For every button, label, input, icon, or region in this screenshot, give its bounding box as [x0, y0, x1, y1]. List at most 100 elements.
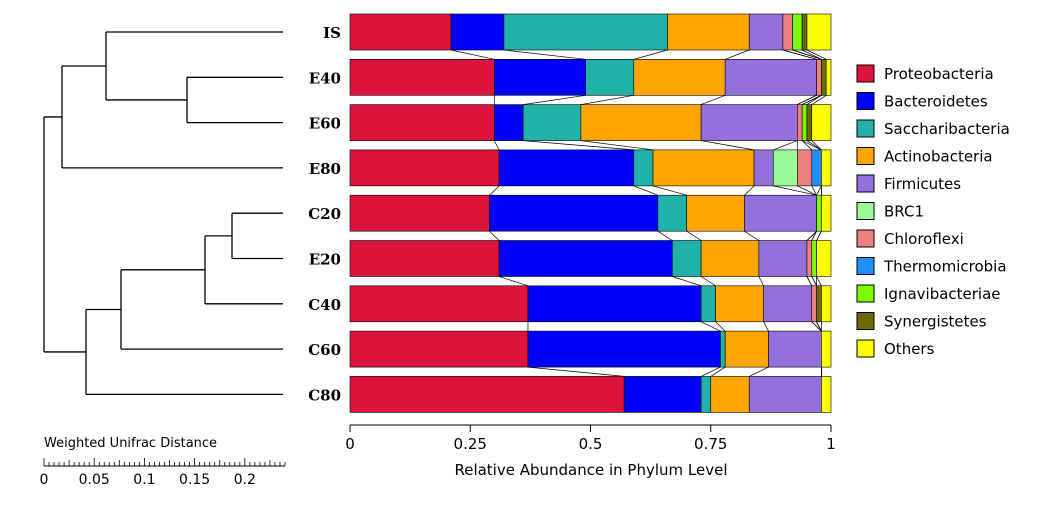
- bar-row-c40: [349, 285, 832, 323]
- bar-row-e60: [349, 104, 832, 141]
- bar-row-e40: [349, 58, 832, 96]
- sample-label-e60: E60: [309, 115, 341, 133]
- bar-segment-bacteroidetes: [623, 376, 702, 413]
- legend-label: Bacteroidetes: [884, 93, 988, 111]
- legend-swatch: [856, 202, 875, 220]
- connector-line: [499, 276, 529, 287]
- bar-segment-actinobacteria: [633, 58, 726, 96]
- bar-segment-proteobacteria: [349, 240, 500, 277]
- sample-label-c80: C80: [308, 386, 341, 404]
- connector-line: [700, 366, 721, 377]
- connector-line: [715, 321, 726, 332]
- bar-segment-proteobacteria: [349, 104, 495, 141]
- bar-segment-firmicutes: [758, 240, 808, 277]
- connector-line: [744, 185, 755, 196]
- connector-line: [633, 49, 668, 60]
- bar-row-c80: [349, 376, 832, 413]
- connector-line: [797, 94, 817, 105]
- legend-item-chloroflexi: Chloroflexi: [856, 229, 964, 248]
- bar-segment-actinobacteria: [580, 104, 702, 141]
- bar-segment-firmicutes: [744, 194, 817, 232]
- bar-segment-others: [825, 58, 832, 96]
- legend-label: Actinobacteria: [884, 148, 993, 166]
- legend-label: BRC1: [884, 203, 924, 221]
- connector-line: [816, 276, 822, 286]
- connector-line: [758, 276, 764, 286]
- scale-bar-tick-label: 0: [40, 472, 49, 488]
- connector-line: [701, 140, 755, 151]
- legend-item-others: Others: [856, 339, 935, 358]
- bar-row-e80: [349, 149, 832, 187]
- legend-item-brc1: BRC1: [856, 202, 924, 221]
- connector-line: [811, 185, 817, 196]
- bar-segment-firmicutes: [748, 13, 784, 51]
- connector-line: [773, 185, 817, 196]
- connector-line: [801, 140, 822, 151]
- legend-item-thermomicrobia: Thermomicrobia: [856, 257, 1007, 276]
- bar-segment-others: [821, 149, 832, 187]
- scale-bar-tick-label: 0.2: [234, 472, 256, 488]
- legend-swatch: [856, 119, 875, 138]
- bar-segment-proteobacteria: [349, 149, 500, 187]
- bar-segment-proteobacteria: [349, 285, 529, 323]
- connector-line: [580, 140, 654, 151]
- legend-swatch: [856, 92, 875, 110]
- bar-segment-others: [811, 104, 832, 141]
- legend-swatch: [856, 257, 875, 275]
- bar-segment-thermomicrobia: [811, 149, 822, 187]
- bar-segment-actinobacteria: [724, 330, 769, 368]
- bar-segment-others: [821, 285, 832, 323]
- connector-line: [657, 230, 673, 241]
- scale-bar-title: Weighted Unifrac Distance: [44, 436, 217, 451]
- connector-line: [710, 366, 726, 377]
- connector-line: [725, 49, 750, 60]
- sample-label-c60: C60: [308, 341, 341, 359]
- x-tick-label: 1: [826, 435, 836, 453]
- bar-segment-bacteroidetes: [489, 194, 659, 232]
- scale-bar-tick-label: 0.05: [79, 472, 110, 488]
- bar-segment-proteobacteria: [349, 194, 490, 232]
- bar-segment-proteobacteria: [349, 13, 452, 51]
- bar-segment-actinobacteria: [700, 240, 760, 277]
- connector-line: [523, 140, 634, 151]
- x-tick-label: 0: [345, 435, 355, 453]
- connector-line: [489, 230, 500, 241]
- connector-line: [744, 230, 760, 241]
- bar-segment-bacteroidetes: [493, 58, 586, 96]
- bar-segment-bacteroidetes: [527, 285, 702, 323]
- bar-segment-firmicutes: [724, 58, 817, 96]
- connector-line: [523, 94, 586, 105]
- connector-line: [806, 230, 817, 241]
- legend-swatch: [856, 147, 875, 165]
- bar-segment-actinobacteria: [710, 376, 750, 413]
- x-axis: Relative Abundance in Phylum Level 0 0.25…: [345, 424, 836, 479]
- bar-segment-saccharibacteria: [700, 285, 716, 323]
- bar-segment-chloroflexi: [797, 149, 813, 187]
- bar-segment-synergistetes: [816, 285, 822, 323]
- legend-item-synergistetes: Synergistetes: [856, 312, 987, 331]
- connector-line: [782, 49, 817, 60]
- legend-item-proteobacteria: Proteobacteria: [856, 64, 994, 83]
- x-axis-title: Relative Abundance in Phylum Level: [454, 461, 727, 479]
- bar-segment-chloroflexi: [797, 104, 803, 141]
- sample-label-is: IS: [323, 24, 341, 42]
- legend-item-actinobacteria: Actinobacteria: [856, 147, 993, 166]
- distance-scale-bar: Weighted Unifrac Distance 0 0.05 0.1 0.15 0.…: [40, 436, 286, 488]
- legend-label: Ignavibacteriae: [884, 285, 1001, 303]
- connector-line: [816, 231, 822, 241]
- legend-swatch: [856, 64, 875, 83]
- legend-swatch: [856, 339, 875, 358]
- bar-connector-lines: [450, 49, 827, 377]
- bar-segment-others: [806, 13, 832, 51]
- bar-segment-others: [821, 330, 832, 368]
- sample-labels: IS E40 E60 E80 C20 E20 C40 C60 C80: [308, 24, 341, 404]
- scale-bar-tick-label: 0.15: [179, 472, 210, 488]
- x-tick-label: 0.75: [694, 435, 727, 453]
- connector-line: [450, 49, 495, 60]
- bar-segment-saccharibacteria: [633, 149, 654, 187]
- sample-label-e40: E40: [309, 69, 341, 87]
- legend-swatch: [856, 284, 875, 303]
- bar-segment-proteobacteria: [349, 376, 625, 413]
- connector-line: [806, 276, 813, 286]
- bar-segment-bacteroidetes: [493, 104, 524, 141]
